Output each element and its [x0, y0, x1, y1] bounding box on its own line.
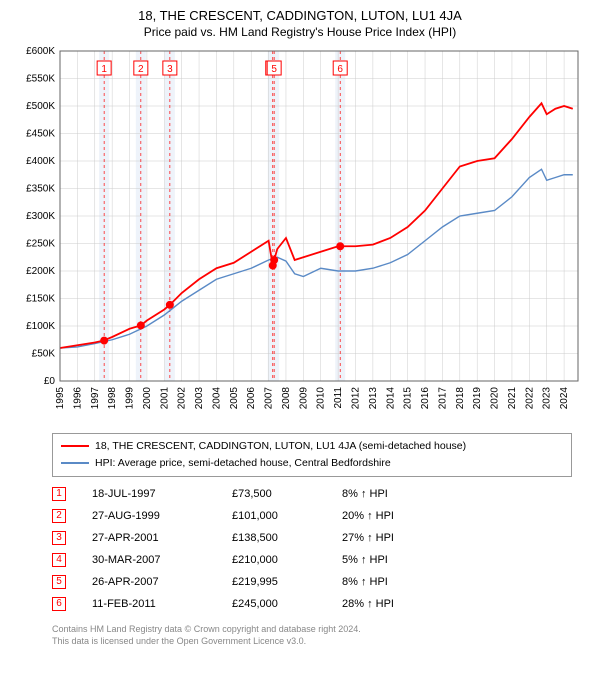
svg-text:£150K: £150K: [26, 294, 55, 305]
svg-text:£350K: £350K: [26, 184, 55, 195]
svg-text:2013: 2013: [368, 387, 379, 410]
transaction-price: £219,995: [232, 576, 342, 588]
svg-text:£200K: £200K: [26, 266, 55, 277]
transaction-price: £73,500: [232, 488, 342, 500]
transaction-price: £101,000: [232, 510, 342, 522]
svg-text:£400K: £400K: [26, 156, 55, 167]
svg-text:2020: 2020: [490, 387, 501, 410]
transaction-price: £245,000: [232, 598, 342, 610]
svg-text:2022: 2022: [524, 387, 535, 410]
svg-text:£250K: £250K: [26, 239, 55, 250]
svg-text:2002: 2002: [177, 387, 188, 410]
footnote: Contains HM Land Registry data © Crown c…: [52, 623, 588, 648]
transaction-pct-vs-hpi: 20% ↑ HPI: [342, 510, 462, 522]
transaction-date: 30-MAR-2007: [92, 554, 232, 566]
svg-text:2015: 2015: [403, 387, 414, 410]
transaction-row: 1 18-JUL-1997£73,5008% ↑ HPI: [52, 483, 588, 505]
svg-text:1997: 1997: [90, 387, 101, 410]
svg-text:1: 1: [101, 64, 107, 75]
transaction-marker-icon: 5: [52, 575, 66, 589]
svg-text:1996: 1996: [72, 387, 83, 410]
svg-text:2004: 2004: [211, 387, 222, 410]
legend-label: 18, THE CRESCENT, CADDINGTON, LUTON, LU1…: [95, 438, 466, 455]
svg-text:2024: 2024: [559, 387, 570, 410]
svg-text:2011: 2011: [333, 387, 344, 409]
svg-text:£550K: £550K: [26, 74, 55, 85]
transaction-marker-icon: 4: [52, 553, 66, 567]
transaction-price: £138,500: [232, 532, 342, 544]
svg-text:2014: 2014: [385, 387, 396, 410]
transaction-row: 3 27-APR-2001£138,50027% ↑ HPI: [52, 527, 588, 549]
transaction-row: 4 30-MAR-2007£210,0005% ↑ HPI: [52, 549, 588, 571]
svg-text:2012: 2012: [351, 387, 362, 410]
transactions-table: 118-JUL-1997£73,5008% ↑ HPI227-AUG-1999£…: [52, 483, 588, 615]
footnote-line: Contains HM Land Registry data © Crown c…: [52, 623, 588, 636]
svg-text:2008: 2008: [281, 387, 292, 410]
svg-text:£450K: £450K: [26, 129, 55, 140]
legend-item-property: 18, THE CRESCENT, CADDINGTON, LUTON, LU1…: [61, 438, 563, 455]
chart-subtitle: Price paid vs. HM Land Registry's House …: [12, 25, 588, 39]
svg-text:1998: 1998: [107, 387, 118, 410]
svg-text:2019: 2019: [472, 387, 483, 410]
transaction-row: 2 27-AUG-1999£101,00020% ↑ HPI: [52, 505, 588, 527]
transaction-pct-vs-hpi: 28% ↑ HPI: [342, 598, 462, 610]
transaction-date: 18-JUL-1997: [92, 488, 232, 500]
footnote-line: This data is licensed under the Open Gov…: [52, 635, 588, 648]
transaction-pct-vs-hpi: 8% ↑ HPI: [342, 576, 462, 588]
svg-text:6: 6: [337, 64, 343, 75]
svg-text:2010: 2010: [316, 387, 327, 410]
svg-text:2021: 2021: [507, 387, 518, 410]
svg-text:2023: 2023: [542, 387, 553, 410]
transaction-marker-icon: 3: [52, 531, 66, 545]
transaction-date: 26-APR-2007: [92, 576, 232, 588]
transaction-date: 11-FEB-2011: [92, 598, 232, 610]
svg-text:2009: 2009: [298, 387, 309, 410]
svg-text:2018: 2018: [455, 387, 466, 410]
svg-text:£300K: £300K: [26, 211, 55, 222]
svg-text:1995: 1995: [55, 387, 66, 410]
chart-title: 18, THE CRESCENT, CADDINGTON, LUTON, LU1…: [12, 8, 588, 23]
transaction-date: 27-APR-2001: [92, 532, 232, 544]
legend-item-hpi: HPI: Average price, semi-detached house,…: [61, 455, 563, 472]
svg-text:£0: £0: [44, 376, 56, 387]
legend-swatch-blue: [61, 462, 89, 464]
svg-text:2005: 2005: [229, 387, 240, 410]
chart-container: 18, THE CRESCENT, CADDINGTON, LUTON, LU1…: [0, 0, 600, 656]
svg-text:2007: 2007: [264, 387, 275, 410]
transaction-row: 5 26-APR-2007£219,9958% ↑ HPI: [52, 571, 588, 593]
transaction-pct-vs-hpi: 8% ↑ HPI: [342, 488, 462, 500]
svg-text:2016: 2016: [420, 387, 431, 410]
transaction-price: £210,000: [232, 554, 342, 566]
legend-label: HPI: Average price, semi-detached house,…: [95, 455, 391, 472]
svg-text:2003: 2003: [194, 387, 205, 410]
svg-text:2006: 2006: [246, 387, 257, 410]
legend-swatch-red: [61, 445, 89, 447]
transaction-pct-vs-hpi: 5% ↑ HPI: [342, 554, 462, 566]
svg-text:£500K: £500K: [26, 101, 55, 112]
transaction-marker-icon: 6: [52, 597, 66, 611]
svg-text:£50K: £50K: [32, 349, 56, 360]
svg-text:2: 2: [138, 64, 144, 75]
svg-text:5: 5: [271, 64, 277, 75]
svg-text:2000: 2000: [142, 387, 153, 410]
line-chart: £0 £50K £100K £150K £200K £250K £300K £350K £400…: [12, 45, 588, 425]
svg-text:2001: 2001: [159, 387, 170, 410]
svg-text:£600K: £600K: [26, 46, 55, 57]
svg-text:3: 3: [167, 64, 173, 75]
svg-text:£100K: £100K: [26, 321, 55, 332]
legend: 18, THE CRESCENT, CADDINGTON, LUTON, LU1…: [52, 433, 572, 477]
transaction-pct-vs-hpi: 27% ↑ HPI: [342, 532, 462, 544]
transaction-marker-icon: 1: [52, 487, 66, 501]
transaction-marker-icon: 2: [52, 509, 66, 523]
transaction-date: 27-AUG-1999: [92, 510, 232, 522]
transaction-row: 6 11-FEB-2011£245,00028% ↑ HPI: [52, 593, 588, 615]
svg-text:2017: 2017: [437, 387, 448, 410]
svg-text:1999: 1999: [125, 387, 136, 410]
